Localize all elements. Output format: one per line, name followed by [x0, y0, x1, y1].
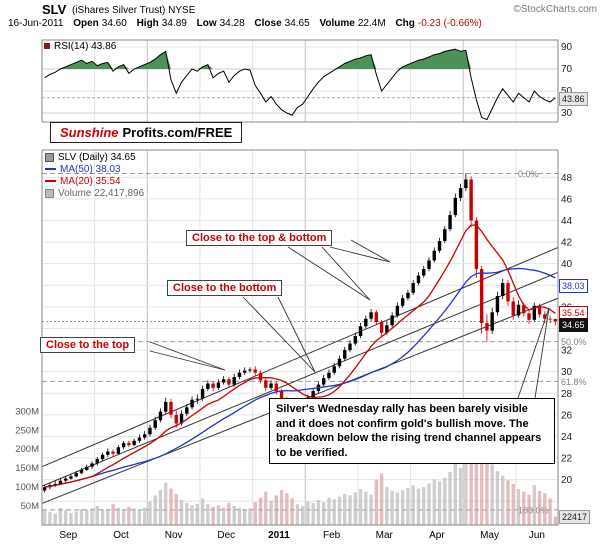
watermark-domain: Profits.com/FREE: [122, 125, 233, 140]
svg-text:46: 46: [561, 194, 573, 205]
svg-text:61.8%: 61.8%: [561, 377, 587, 387]
legend-row-series: SLV (Daily) 34.65: [45, 152, 144, 164]
svg-text:70: 70: [561, 64, 573, 75]
x-axis-labels: Sep Oct Nov Dec 2011 Feb Mar Apr May Jun: [59, 530, 545, 541]
volume-last-value-box: 22417: [559, 510, 591, 524]
chg-label: Chg: [395, 18, 415, 29]
svg-text:Apr: Apr: [429, 530, 445, 541]
svg-text:Sep: Sep: [59, 530, 77, 541]
rsi-last-value-box: 43.86: [559, 92, 588, 106]
svg-text:100M: 100M: [15, 482, 39, 493]
open-label: Open: [73, 18, 99, 29]
svg-text:30: 30: [561, 108, 573, 119]
svg-text:150M: 150M: [15, 463, 39, 474]
svg-text:Feb: Feb: [323, 530, 341, 541]
svg-text:22: 22: [561, 454, 573, 465]
annotation-close-to-the-top: Close to the top: [40, 337, 136, 353]
ma50-last-value-box: 38.03: [559, 279, 588, 293]
legend-ma50-label: MA(50) 38.03: [60, 164, 121, 175]
copyright-label: ©StockCharts.com: [513, 4, 597, 15]
svg-text:40: 40: [561, 259, 573, 270]
svg-text:50M: 50M: [21, 501, 40, 512]
legend-row-ma20: MA(20) 35.54: [45, 176, 144, 188]
svg-text:50: 50: [561, 86, 573, 97]
svg-text:Jun: Jun: [529, 530, 545, 541]
svg-text:300M: 300M: [15, 406, 39, 417]
svg-text:200M: 200M: [15, 444, 39, 455]
legend-ma20-label: MA(20) 35.54: [60, 176, 121, 187]
ticker-name: (iShares Silver Trust) NYSE: [72, 5, 196, 16]
volume-bars-icon: [45, 188, 54, 198]
volume-bars: [42, 413, 558, 525]
quote-summary-row: 16-Jun-2011 Open 34.60 High 34.89 Low 34.28…: [8, 18, 482, 29]
svg-text:32: 32: [561, 346, 573, 357]
close-value: 34.65: [284, 18, 310, 29]
ma50-line: [44, 267, 556, 488]
close-label: Close: [254, 18, 282, 29]
svg-text:May: May: [480, 530, 499, 541]
svg-text:48: 48: [561, 173, 573, 184]
svg-text:2011: 2011: [268, 530, 290, 541]
svg-text:90: 90: [561, 42, 573, 53]
legend-series-label: SLV (Daily) 34.65: [58, 152, 136, 163]
low-value: 34.28: [219, 18, 245, 29]
legend-row-volume: Volume 22,417,896: [45, 188, 144, 200]
annotation-close-to-the-bottom: Close to the bottom: [167, 280, 283, 296]
svg-text:28: 28: [561, 389, 573, 400]
high-label: High: [136, 18, 159, 29]
annotation-close-to-top-and-bottom: Close to the top & bottom: [186, 230, 333, 246]
rsi-indicator-icon: [44, 43, 50, 50]
analysis-note: Silver's Wednesday rally has been barely…: [269, 398, 555, 465]
sunshine-profits-watermark[interactable]: Sunshine Profits.com/FREE: [50, 122, 243, 143]
rsi-legend: RSI(14) 43.86: [44, 41, 116, 52]
svg-text:Oct: Oct: [113, 530, 129, 541]
ticker-symbol: SLV: [42, 2, 67, 17]
open-value: 34.60: [101, 18, 127, 29]
chg-value: -0.23 (-0.66%): [417, 18, 482, 29]
svg-text:26: 26: [561, 410, 573, 421]
price-legend: SLV (Daily) 34.65 MA(50) 38.03 MA(20) 35…: [45, 152, 144, 200]
svg-text:42: 42: [561, 238, 573, 249]
svg-text:30: 30: [561, 367, 573, 378]
svg-text:Dec: Dec: [217, 530, 235, 541]
ma50-line-icon: [45, 168, 56, 171]
legend-row-ma50: MA(50) 38.03: [45, 164, 144, 176]
svg-text:24: 24: [561, 432, 573, 443]
candlestick-series-icon: [45, 152, 54, 162]
close-last-value-box: 34.65: [559, 318, 588, 332]
rsi-legend-label: RSI(14) 43.86: [54, 41, 117, 52]
volume-label: Volume: [319, 18, 355, 29]
low-label: Low: [196, 18, 217, 29]
callout-leader-lines: [149, 239, 550, 399]
svg-text:Nov: Nov: [165, 530, 183, 541]
high-value: 34.89: [161, 18, 187, 29]
svg-text:44: 44: [561, 216, 573, 227]
ma20-line: [44, 224, 556, 488]
legend-volume-label: Volume 22,417,896: [58, 188, 145, 199]
axis-labels: 484644424036343230282624222090705030300M…: [15, 42, 572, 512]
quote-date: 16-Jun-2011: [8, 18, 64, 29]
ma20-line-icon: [45, 180, 56, 183]
svg-text:Mar: Mar: [376, 530, 394, 541]
svg-text:0.0%: 0.0%: [518, 169, 539, 179]
watermark-brand: Sunshine: [60, 125, 119, 140]
svg-text:20: 20: [561, 475, 573, 486]
volume-value: 22.4M: [357, 18, 386, 29]
svg-text:250M: 250M: [15, 425, 39, 436]
rsi-plot: [44, 48, 556, 121]
svg-text:50.0%: 50.0%: [561, 337, 587, 347]
